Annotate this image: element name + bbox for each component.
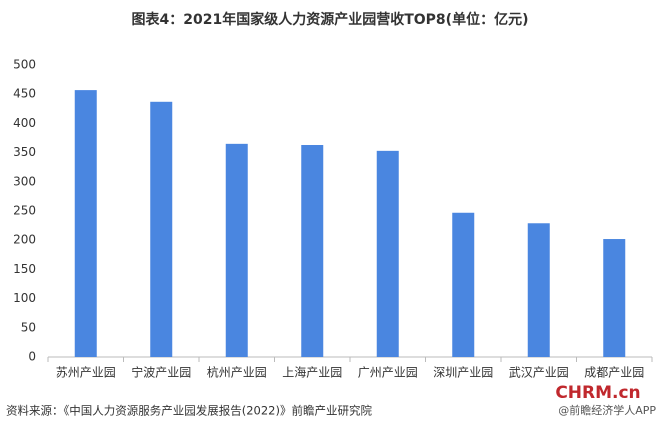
- bar: [74, 90, 97, 357]
- y-tick-label: 300: [13, 174, 36, 188]
- credit: @前瞻经济学人APP: [558, 403, 656, 417]
- bar: [225, 143, 248, 357]
- x-tick-label: 深圳产业园: [433, 366, 493, 380]
- bar: [527, 223, 550, 357]
- x-tick-label: 广州产业园: [358, 366, 418, 380]
- y-tick-label: 350: [13, 145, 36, 159]
- chart-title: 图表4：2021年国家级人力资源产业园营收TOP8(单位：亿元): [132, 11, 529, 28]
- y-tick-label: 100: [13, 291, 36, 305]
- x-tick-label: 成都产业园: [584, 366, 644, 380]
- y-tick-label: 0: [28, 350, 36, 364]
- logo: CHRM.cn: [555, 383, 640, 403]
- y-tick-label: 250: [13, 204, 36, 218]
- bar: [301, 145, 324, 357]
- y-tick-label: 400: [13, 116, 36, 130]
- x-tick-label: 苏州产业园: [56, 366, 116, 380]
- x-tick-label: 武汉产业园: [509, 366, 569, 380]
- source-note: 资料来源：《中国人力资源服务产业园发展报告(2022)》前瞻产业研究院: [6, 404, 372, 418]
- y-tick-label: 150: [13, 262, 36, 276]
- y-tick-label: 450: [13, 87, 36, 101]
- bar: [603, 239, 626, 357]
- y-tick-label: 50: [21, 320, 36, 334]
- x-tick-label: 宁波产业园: [131, 365, 191, 380]
- bar: [376, 150, 399, 357]
- y-tick-label: 200: [13, 233, 36, 247]
- bar: [452, 212, 475, 357]
- x-tick-label: 上海产业园: [282, 365, 342, 380]
- bar: [150, 101, 173, 358]
- x-tick-label: 杭州产业园: [207, 365, 267, 380]
- y-tick-label: 500: [13, 58, 36, 72]
